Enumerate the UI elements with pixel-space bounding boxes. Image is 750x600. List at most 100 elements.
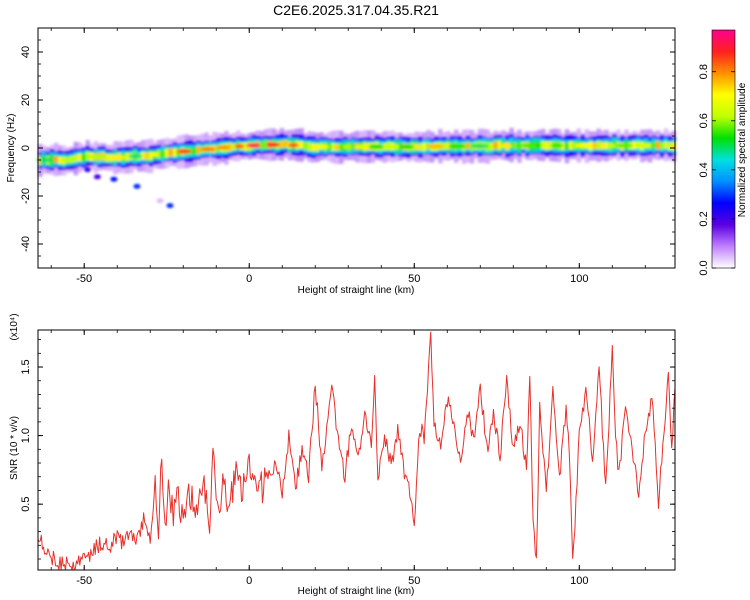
heatmap-cell bbox=[335, 144, 340, 151]
snr-x-tick-label: 50 bbox=[408, 575, 420, 587]
spectrogram-x-tick-label: 100 bbox=[570, 273, 588, 285]
heatmap-cell bbox=[85, 151, 91, 161]
heatmap-hotspot bbox=[426, 144, 444, 149]
heatmap-cell bbox=[307, 142, 312, 151]
heatmap-cell bbox=[192, 147, 198, 155]
heatmap-cell bbox=[600, 142, 605, 150]
heatmap-cell bbox=[441, 142, 447, 150]
heatmap-blob bbox=[156, 198, 164, 204]
colorbar-tick-label: 0.8 bbox=[698, 64, 710, 79]
heatmap-hotspot bbox=[128, 154, 143, 159]
heatmap-cell bbox=[592, 142, 598, 150]
snr-y-tick-label: 1.5 bbox=[20, 359, 32, 374]
heatmap-cell bbox=[655, 140, 661, 150]
spectrogram-frame bbox=[37, 27, 676, 269]
heatmap-cell bbox=[57, 156, 63, 164]
heatmap-cell bbox=[465, 142, 471, 150]
snr-x-tick-label: -50 bbox=[76, 575, 92, 587]
colorbar-tick-label: 0.2 bbox=[698, 211, 710, 226]
heatmap-cell bbox=[651, 142, 657, 149]
heatmap-hotspot bbox=[398, 144, 415, 149]
snr-y-axis-label: SNR (10 * v/v) bbox=[9, 416, 20, 480]
heatmap-cell bbox=[667, 142, 673, 151]
heatmap-cell bbox=[636, 141, 641, 149]
heatmap-hotspot bbox=[288, 143, 299, 148]
snr-chart: -50 0 50 100 0.5 1.0 1.5 Height of straight li… bbox=[9, 313, 676, 597]
heatmap-hotspot bbox=[616, 143, 633, 148]
heatmap-cell bbox=[125, 153, 130, 161]
heatmap-cell bbox=[537, 141, 542, 149]
heatmap-cell bbox=[659, 142, 665, 150]
spectrogram-y-tick-label: 20 bbox=[20, 94, 32, 106]
colorbar-tick-label: 0.0 bbox=[698, 260, 710, 275]
heatmap-cell bbox=[243, 142, 249, 151]
heatmap-cell bbox=[148, 152, 154, 160]
heatmap-hotspot bbox=[448, 144, 467, 149]
snr-x-tick-label: 100 bbox=[570, 575, 588, 587]
heatmap-cell bbox=[73, 155, 79, 162]
heatmap-cell bbox=[140, 152, 146, 160]
heatmap-cell bbox=[596, 141, 602, 150]
figure-title: C2E6.2025.317.04.35.R21 bbox=[273, 2, 439, 18]
heatmap-cell bbox=[418, 143, 423, 151]
colorbar-gradient bbox=[712, 30, 735, 268]
heatmap-cell bbox=[350, 143, 356, 150]
spectrogram-x-tick-label: 50 bbox=[408, 273, 420, 285]
heatmap-cell bbox=[232, 143, 237, 151]
heatmap-blob bbox=[133, 183, 141, 189]
heatmap-blob bbox=[84, 167, 91, 173]
spectrogram-y-tick-label: -40 bbox=[20, 236, 32, 252]
snr-series-line bbox=[37, 331, 676, 571]
heatmap-cell bbox=[81, 153, 87, 162]
heatmap-hotspot bbox=[216, 145, 231, 150]
heatmap-cell bbox=[164, 149, 170, 158]
spectrogram-y-tick-label: 40 bbox=[20, 46, 32, 58]
spectrogram-chart: -50 0 50 100 -40 -20 0 20 40 Height of straight … bbox=[6, 27, 677, 296]
heatmap-hotspot bbox=[550, 143, 564, 148]
heatmap-cell bbox=[77, 153, 83, 162]
heatmap-hotspot bbox=[521, 143, 536, 148]
heatmap-hotspot bbox=[368, 144, 385, 149]
heatmap-cell bbox=[541, 141, 546, 149]
heatmap-hotspot bbox=[574, 143, 594, 148]
heatmap-cell bbox=[663, 141, 669, 149]
heatmap-cell bbox=[196, 146, 201, 154]
heatmap-cell bbox=[489, 142, 495, 151]
heatmap-hotspot bbox=[470, 143, 489, 149]
heatmap-cell bbox=[422, 142, 427, 151]
heatmap-hotspot bbox=[498, 143, 512, 148]
heatmap-blob bbox=[166, 203, 174, 209]
heatmap-cell bbox=[544, 141, 550, 151]
spectrogram-y-axis-label: Frequency (Hz) bbox=[6, 114, 17, 183]
heatmap-cell bbox=[172, 148, 178, 157]
heatmap-hotspot bbox=[176, 149, 192, 154]
heatmap-cell bbox=[604, 142, 609, 149]
heatmap-cell bbox=[144, 152, 150, 160]
heatmap-cell bbox=[632, 141, 637, 149]
heatmap-hotspot bbox=[150, 152, 160, 157]
snr-scale-label: (x10⁴) bbox=[9, 313, 20, 340]
colorbar-frame bbox=[711, 29, 736, 269]
heatmap-hotspot bbox=[200, 147, 216, 152]
heatmap-cell bbox=[303, 142, 308, 150]
spectrogram-x-axis-label: Height of straight line (km) bbox=[298, 285, 415, 296]
spectrogram-y-tick-label: 0 bbox=[20, 145, 32, 151]
heatmap-cell bbox=[299, 141, 304, 149]
heatmap-hotspot bbox=[246, 143, 261, 148]
heatmap-hotspot bbox=[106, 155, 126, 160]
heatmap-cell bbox=[513, 142, 518, 149]
snr-x-axis-label: Height of straight line (km) bbox=[298, 586, 415, 597]
heatmap-hotspot bbox=[61, 157, 77, 162]
heatmap-cell bbox=[279, 141, 285, 148]
heatmap-blob bbox=[93, 174, 101, 180]
heatmap-hotspot bbox=[354, 144, 373, 149]
snr-y-tick-label: 1.0 bbox=[20, 428, 32, 443]
heatmap-hotspot bbox=[36, 157, 54, 163]
heatmap-cell bbox=[168, 148, 174, 157]
colorbar-tick-label: 0.6 bbox=[698, 113, 710, 128]
heatmap-cell bbox=[339, 143, 344, 152]
heatmap-cell bbox=[568, 141, 574, 150]
heatmap-cell bbox=[414, 143, 419, 150]
spectrogram-x-tick-label: 0 bbox=[246, 273, 252, 285]
